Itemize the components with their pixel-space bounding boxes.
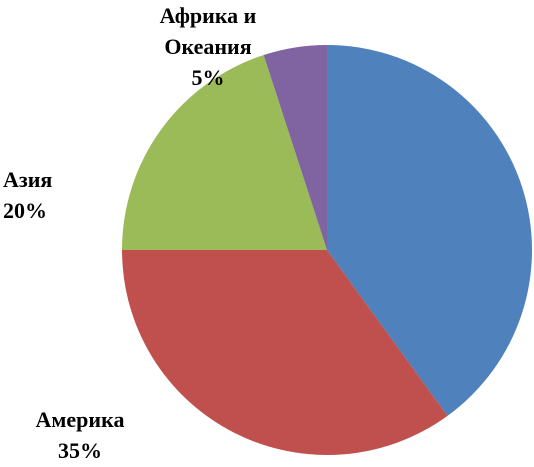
category-label: Азия [3,167,53,192]
value-label: 20% [3,198,47,223]
pie-slice [263,45,327,250]
category-label: Африка и Океания [159,3,257,59]
category-label: Америка [35,407,125,432]
data-label: Африка и Океания 5% [133,0,283,93]
value-label: 5% [191,65,225,90]
pie-slice [327,45,532,416]
pie-slice [122,55,327,250]
pie-slice [121,250,448,455]
data-label: Азия 20% [3,164,83,226]
value-label: 35% [58,438,102,463]
data-label: Америка 35% [15,404,145,466]
